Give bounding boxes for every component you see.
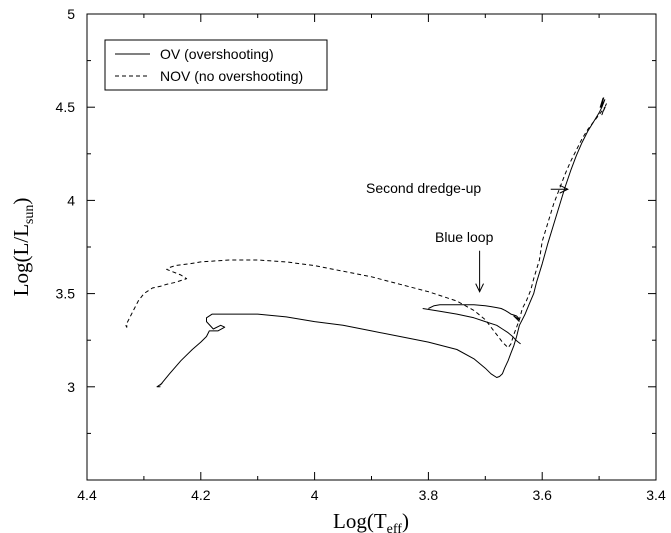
- y-axis-label-sub: sun: [22, 205, 37, 224]
- annotation-arrow: [475, 250, 484, 293]
- x-tick-label: 4: [311, 487, 319, 503]
- x-tick-label: 3.8: [419, 487, 439, 503]
- x-axis-label-sub: eff: [387, 522, 403, 533]
- x-tick-label: 4.4: [77, 487, 97, 503]
- arrow-head: [475, 283, 484, 293]
- annotation-arrow: [550, 184, 569, 194]
- y-tick-label: 3: [67, 379, 75, 395]
- series-line-ov: [156, 97, 606, 388]
- y-tick-label: 4: [67, 192, 75, 208]
- x-tick-label: 3.4: [646, 487, 666, 503]
- annotation-arrows: [475, 184, 569, 293]
- y-axis-label-main: Log(L/L: [9, 224, 33, 296]
- arrow-head: [559, 184, 569, 194]
- series-layer: [125, 97, 607, 388]
- y-tick-label: 3.5: [56, 286, 76, 302]
- x-axis-label-close: ): [402, 509, 409, 533]
- series-line-ov-loop: [422, 308, 521, 345]
- y-tick-label: 5: [67, 6, 75, 22]
- y-axis-label-close: ): [9, 198, 33, 205]
- legend-label-ov: OV (overshooting): [160, 46, 274, 62]
- axis-ticks: 4.4 4.2 4 3.8 3.6 3.4 3 3.5 4 4.5 5: [56, 6, 666, 503]
- annotation-blue-loop: Blue loop: [435, 229, 494, 245]
- annotation-second-dredge-up: Second dredge-up: [366, 180, 481, 196]
- x-axis-label-main: Log(T: [333, 509, 387, 533]
- x-axis-label: Log(Teff): [333, 509, 409, 533]
- legend-label-nov: NOV (no overshooting): [160, 68, 303, 84]
- y-axis-label: Log(L/Lsun): [9, 198, 37, 297]
- series-line-ov-loop: [428, 304, 520, 322]
- series-line-nov: [125, 103, 607, 349]
- x-tick-label: 3.6: [532, 487, 552, 503]
- x-tick-label: 4.2: [191, 487, 211, 503]
- y-tick-label: 4.5: [56, 99, 76, 115]
- legend: OV (overshooting) NOV (no overshooting): [104, 39, 328, 91]
- legend-box: [104, 39, 328, 91]
